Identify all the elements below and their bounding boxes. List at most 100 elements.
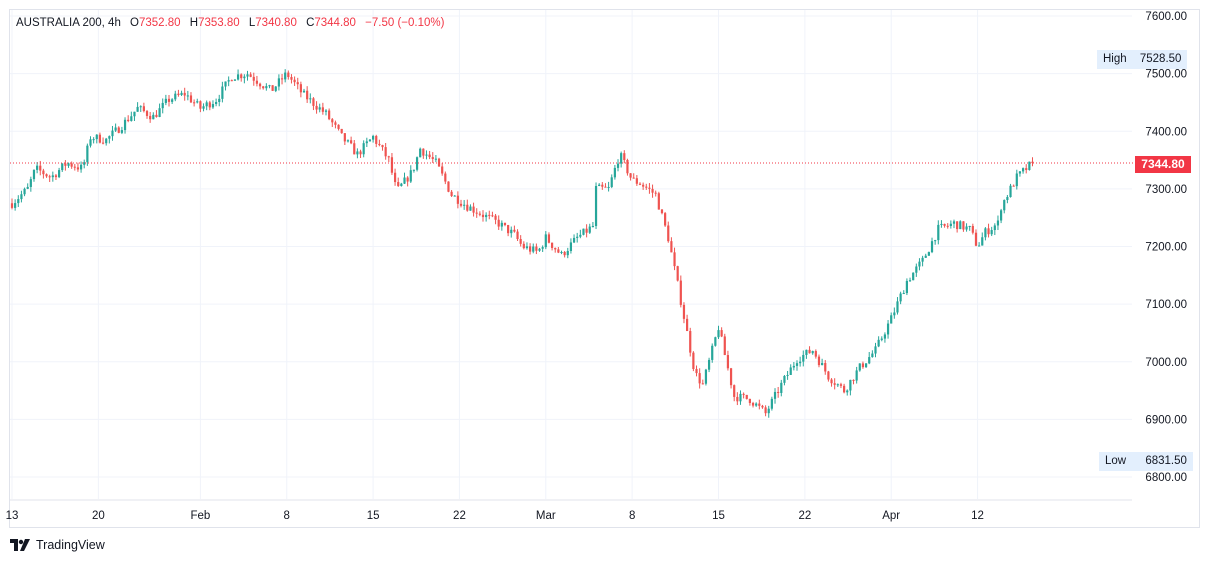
candle-body <box>42 170 45 175</box>
candle-body <box>92 139 95 141</box>
price-axis[interactable]: 7600.00 7500.00 7400.00 7300.00 7200.00 7100.… <box>1145 11 1187 484</box>
symbol-name[interactable]: AUSTRALIA 200 <box>16 17 102 29</box>
candle-body <box>704 369 708 384</box>
candle-body <box>296 82 299 85</box>
candle-body <box>1028 161 1031 170</box>
candle-body <box>86 145 89 163</box>
candle-body <box>287 72 290 78</box>
time-tick-label: Apr <box>882 510 900 522</box>
candle-body <box>978 245 981 247</box>
candle-body <box>387 156 390 158</box>
candle-body <box>478 213 481 215</box>
candle-body <box>434 158 437 160</box>
candle-body <box>10 203 14 208</box>
candle-body <box>698 373 701 384</box>
candle-body <box>51 175 54 178</box>
candle-body <box>598 184 601 186</box>
candle-body <box>425 154 428 156</box>
time-tick-label: Mar <box>536 510 556 522</box>
tradingview-logo-icon <box>10 539 30 551</box>
candle-body <box>412 169 416 171</box>
candle-body <box>827 371 830 380</box>
candle-body <box>890 315 893 324</box>
candle-body <box>274 86 277 91</box>
candle-body <box>990 230 993 235</box>
open-label: O <box>130 17 139 29</box>
candle-body <box>211 104 215 108</box>
candle-body <box>400 183 403 186</box>
candle-body <box>240 74 243 79</box>
candle-body <box>70 163 73 167</box>
candle-body <box>255 80 259 84</box>
time-tick-label: 22 <box>453 510 466 522</box>
candle-body <box>76 167 80 170</box>
candle-body <box>149 115 152 120</box>
candle-body <box>563 252 566 256</box>
candle-body <box>711 345 714 360</box>
candle-body <box>227 80 230 82</box>
candle-body <box>174 93 177 100</box>
candle-body <box>773 391 777 399</box>
candle-body <box>642 184 645 187</box>
candle-body <box>136 106 139 112</box>
time-axis[interactable]: 13 20 Feb 8 15 22 Mar 8 15 22 Apr 12 <box>6 510 984 522</box>
time-tick-label: 15 <box>712 510 725 522</box>
candle-body <box>824 363 827 372</box>
candle-body <box>660 209 664 214</box>
candle-body <box>221 86 224 99</box>
candle-body <box>265 86 268 89</box>
candle-body <box>365 141 368 144</box>
candle-body <box>632 177 635 179</box>
candle-body <box>764 407 767 414</box>
candle-body <box>657 193 660 210</box>
candle-body <box>114 127 117 131</box>
candle-body <box>610 177 613 187</box>
footer-brand[interactable]: TradingView <box>10 538 105 552</box>
candle-body <box>786 374 789 376</box>
candle-body <box>491 215 494 217</box>
candle-body <box>940 223 943 225</box>
candle-body <box>805 349 808 355</box>
candle-body <box>196 101 199 103</box>
candle-body <box>817 356 821 366</box>
candle-body <box>164 98 167 103</box>
candle-body <box>682 304 686 319</box>
candle-body <box>739 393 742 402</box>
candle-body <box>962 221 965 230</box>
candle-body <box>654 192 657 194</box>
price-tick-label: 7400.00 <box>1145 126 1187 138</box>
candle-body <box>431 157 434 160</box>
close-label: C <box>306 17 315 29</box>
candle-body <box>101 142 105 144</box>
candle-body <box>428 154 431 158</box>
candle-body <box>331 119 334 123</box>
candle-body <box>252 76 255 81</box>
candle-body <box>726 355 730 369</box>
candle-body <box>318 107 321 110</box>
candle-body <box>284 72 287 80</box>
last-price-badge: 7344.80 <box>1135 156 1191 173</box>
candle-body <box>262 86 265 89</box>
candle-body <box>755 403 758 406</box>
candle-body <box>729 368 733 386</box>
candle-body <box>921 257 924 262</box>
candle-body <box>864 363 868 368</box>
candle-body <box>218 98 221 102</box>
candle-body <box>930 241 934 253</box>
interval-label[interactable]: 4h <box>108 17 121 29</box>
candle-body <box>996 220 1000 226</box>
candle-body <box>117 127 120 133</box>
candle-body <box>485 214 488 218</box>
candle-body <box>362 143 365 155</box>
candle-body <box>507 225 510 234</box>
candle-body <box>780 382 783 393</box>
candle-body <box>569 242 573 251</box>
candle-body <box>111 130 114 137</box>
candle-body <box>372 135 375 140</box>
candle-body <box>751 402 755 406</box>
time-tick-label: 8 <box>284 510 290 522</box>
candle-body <box>89 139 92 146</box>
candle-body <box>95 134 98 140</box>
candle-body <box>714 337 717 346</box>
